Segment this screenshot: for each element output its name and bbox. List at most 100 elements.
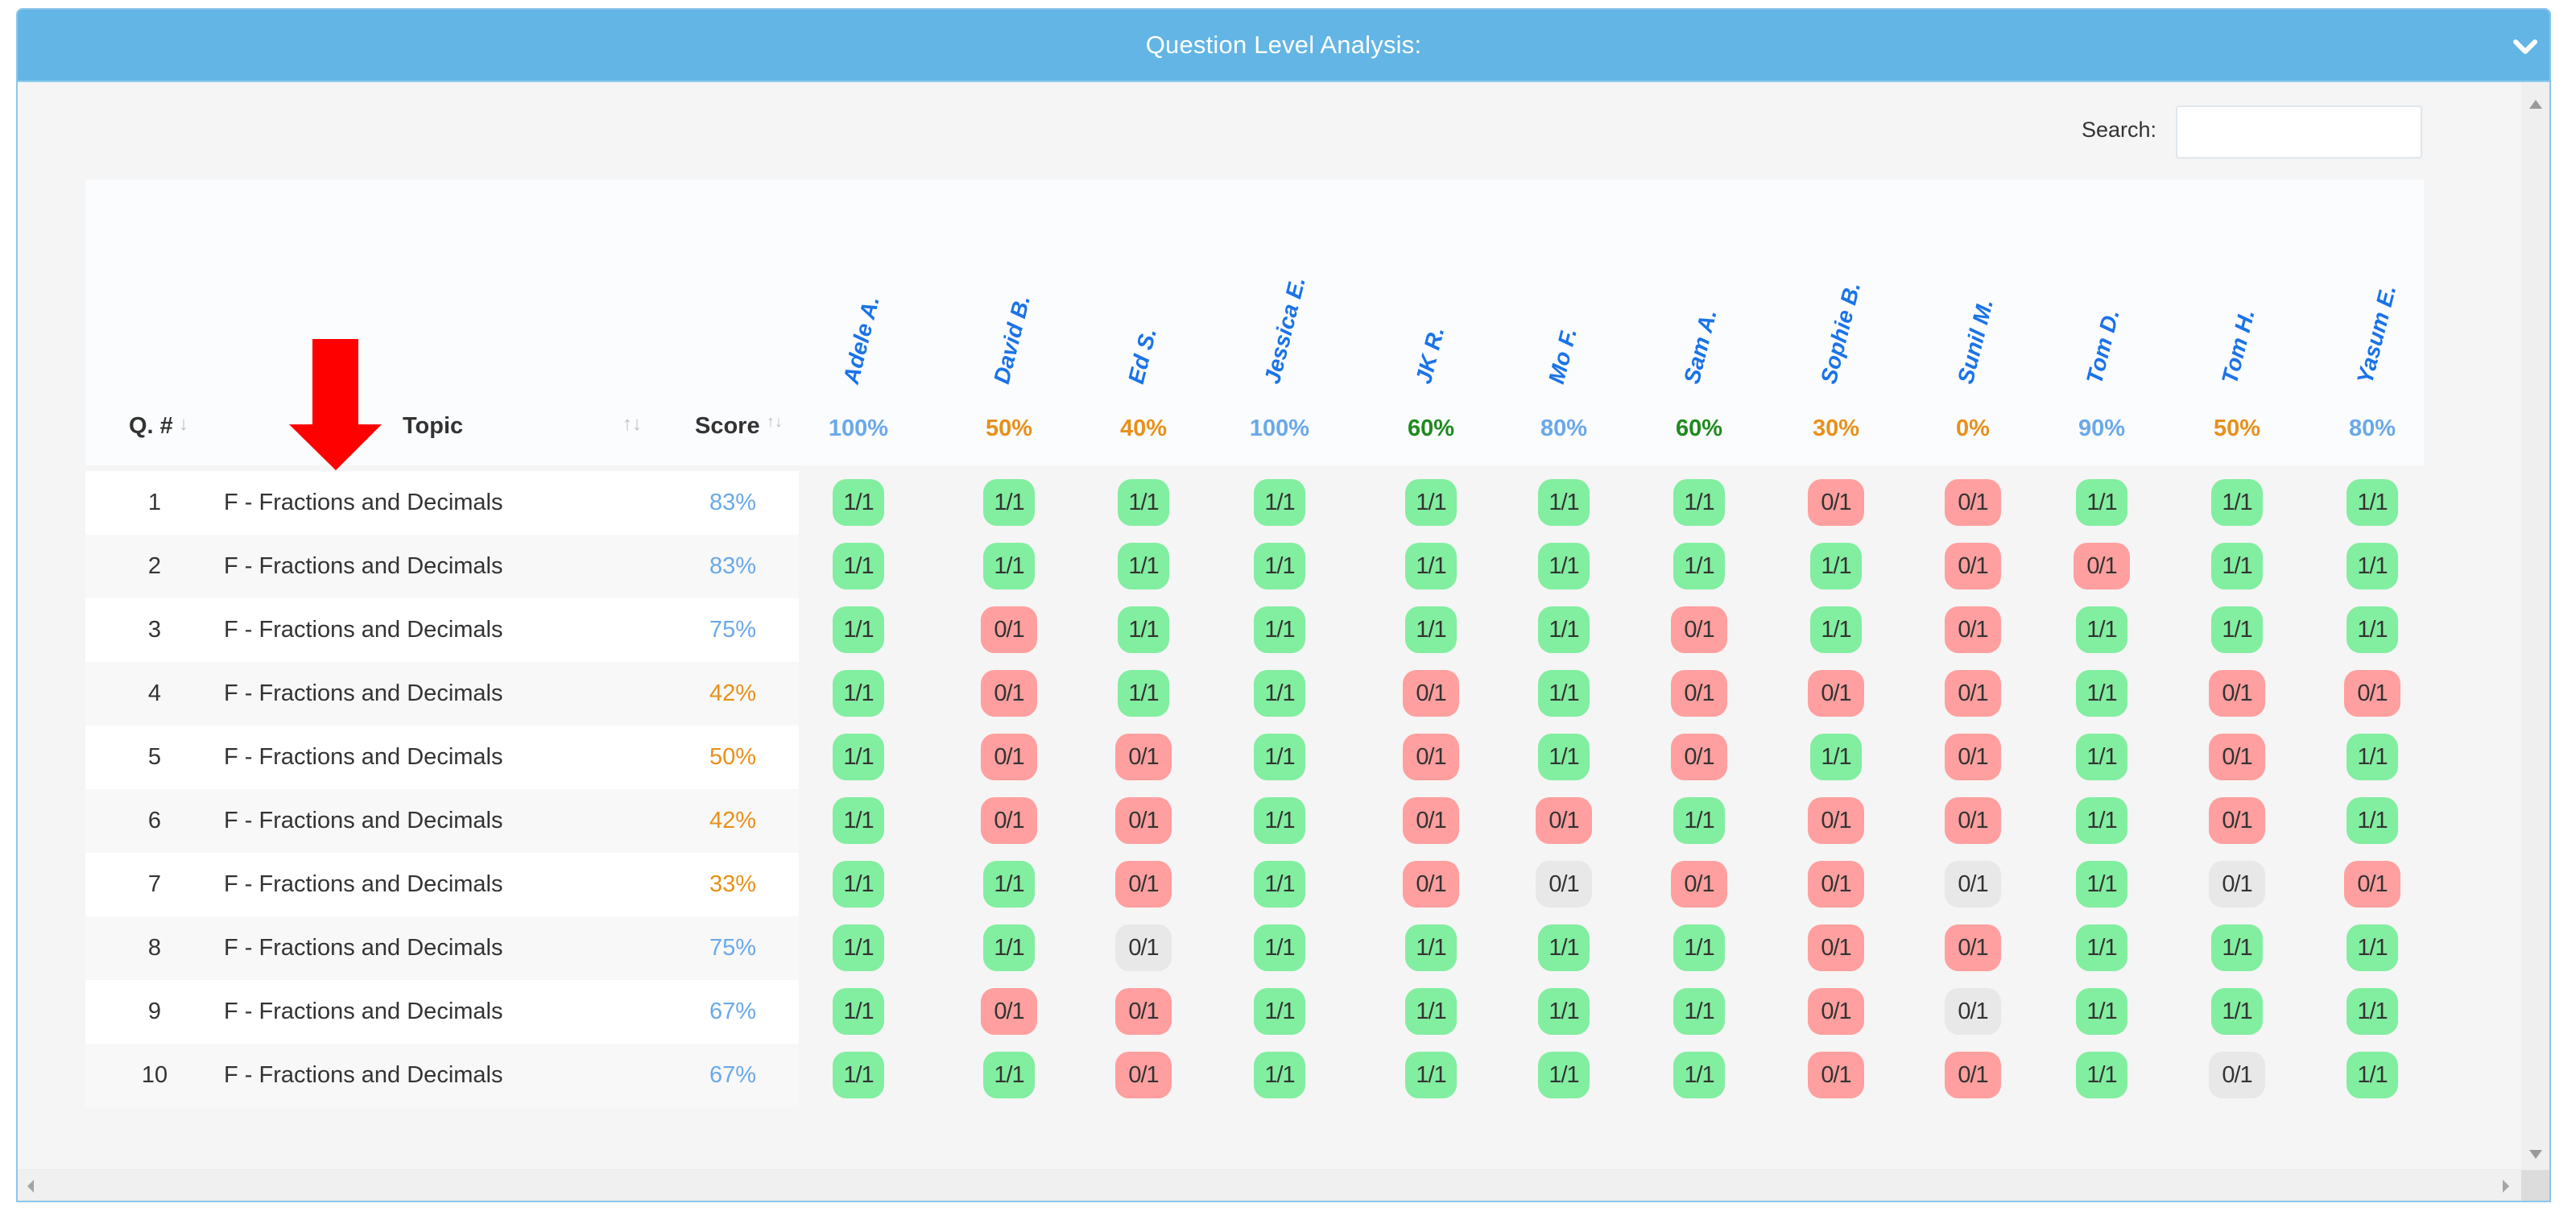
correct-badge: 1/1	[1538, 479, 1590, 526]
student-score: 60%	[1407, 416, 1455, 441]
incorrect-badge: 0/1	[981, 797, 1037, 844]
table-row	[85, 726, 799, 789]
question-number: 8	[147, 935, 162, 961]
correct-badge: 1/1	[1673, 988, 1725, 1035]
correct-badge: 1/1	[983, 924, 1035, 971]
incorrect-badge: 0/1	[1808, 861, 1864, 908]
incorrect-badge: 0/1	[2344, 861, 2400, 908]
chevron-down-icon[interactable]	[2511, 32, 2540, 61]
correct-badge: 1/1	[1405, 1052, 1457, 1098]
correct-badge: 1/1	[1673, 1052, 1725, 1098]
sort-both-icon[interactable]: ↑↓	[767, 413, 783, 431]
incorrect-badge: 0/1	[1808, 797, 1864, 844]
correct-badge: 1/1	[1405, 479, 1457, 526]
correct-badge: 1/1	[1405, 924, 1457, 971]
scroll-left-arrow-icon[interactable]	[27, 1180, 34, 1193]
question-score: 75%	[709, 617, 757, 643]
correct-badge: 1/1	[1538, 1052, 1590, 1098]
correct-badge: 1/1	[2076, 734, 2127, 780]
incorrect-badge: 0/1	[1808, 1052, 1864, 1098]
question-score: 75%	[709, 935, 757, 961]
unanswered-badge: 0/1	[2209, 1052, 2265, 1098]
question-topic: F - Fractions and Decimals	[224, 490, 503, 515]
student-score: 100%	[1249, 416, 1310, 441]
correct-badge: 1/1	[1254, 734, 1305, 780]
question-number: 6	[147, 808, 162, 833]
correct-badge: 1/1	[1254, 606, 1305, 653]
incorrect-badge: 0/1	[1945, 797, 2001, 844]
correct-badge: 1/1	[1538, 734, 1590, 780]
question-number: 2	[147, 553, 162, 579]
scroll-down-arrow-icon[interactable]	[2529, 1150, 2542, 1159]
correct-badge: 1/1	[833, 988, 884, 1035]
incorrect-badge: 0/1	[1671, 606, 1727, 653]
horizontal-scrollbar[interactable]	[18, 1169, 2549, 1201]
correct-badge: 1/1	[833, 606, 884, 653]
table-row	[85, 471, 799, 535]
header-qnum[interactable]: Q. #	[129, 413, 173, 439]
correct-badge: 1/1	[2347, 988, 2398, 1035]
correct-badge: 1/1	[1673, 543, 1725, 589]
correct-badge: 1/1	[1254, 924, 1305, 971]
header-score[interactable]: Score	[695, 413, 760, 439]
scroll-up-arrow-icon[interactable]	[2529, 100, 2542, 109]
correct-badge: 1/1	[1254, 797, 1305, 844]
correct-badge: 1/1	[1538, 606, 1590, 653]
incorrect-badge: 0/1	[1671, 670, 1727, 717]
unanswered-badge: 0/1	[1945, 861, 2001, 908]
question-score: 33%	[709, 871, 757, 897]
correct-badge: 1/1	[2347, 797, 2398, 844]
unanswered-badge: 0/1	[1945, 988, 2001, 1035]
student-score: 80%	[1540, 416, 1588, 441]
student-score: 40%	[1119, 416, 1168, 441]
question-number: 4	[147, 680, 162, 706]
sort-both-icon[interactable]: ↑↓	[622, 413, 642, 435]
question-topic: F - Fractions and Decimals	[224, 1062, 503, 1088]
question-number: 1	[147, 490, 162, 515]
correct-badge: 1/1	[2347, 606, 2398, 653]
correct-badge: 1/1	[983, 1052, 1035, 1098]
student-score: 30%	[1812, 416, 1860, 441]
incorrect-badge: 0/1	[1945, 924, 2001, 971]
correct-badge: 1/1	[1254, 670, 1305, 717]
sort-desc-icon[interactable]: ↓	[179, 413, 188, 435]
correct-badge: 1/1	[2076, 988, 2127, 1035]
incorrect-badge: 0/1	[1808, 670, 1864, 717]
question-score: 42%	[709, 808, 757, 833]
scroll-right-arrow-icon[interactable]	[2503, 1180, 2509, 1193]
table-row	[85, 535, 799, 598]
panel-header[interactable]: Question Level Analysis:	[18, 10, 2549, 82]
panel-title: Question Level Analysis:	[1145, 31, 1422, 59]
question-topic: F - Fractions and Decimals	[224, 935, 503, 961]
correct-badge: 1/1	[2076, 861, 2127, 908]
correct-badge: 1/1	[1673, 924, 1725, 971]
incorrect-badge: 0/1	[1115, 734, 1172, 780]
question-number: 7	[147, 871, 162, 897]
correct-badge: 1/1	[833, 479, 884, 526]
incorrect-badge: 0/1	[981, 734, 1037, 780]
header-topic[interactable]: Topic	[403, 413, 464, 439]
question-score: 83%	[709, 553, 757, 579]
table-row	[85, 980, 799, 1044]
question-topic: F - Fractions and Decimals	[224, 680, 503, 706]
correct-badge: 1/1	[1254, 479, 1305, 526]
student-score: 50%	[985, 416, 1033, 441]
correct-badge: 1/1	[1118, 606, 1169, 653]
question-score: 83%	[709, 490, 757, 515]
search-label: Search:	[2082, 118, 2157, 142]
vertical-scrollbar[interactable]	[2521, 82, 2549, 1170]
question-number: 3	[147, 617, 162, 643]
student-score: 80%	[2348, 416, 2396, 441]
table-row	[85, 853, 799, 916]
correct-badge: 1/1	[1405, 988, 1457, 1035]
question-score: 50%	[709, 744, 757, 770]
search-input[interactable]	[2176, 105, 2422, 159]
incorrect-badge: 0/1	[1945, 1052, 2001, 1098]
correct-badge: 1/1	[2211, 988, 2263, 1035]
incorrect-badge: 0/1	[1808, 924, 1864, 971]
correct-badge: 1/1	[2211, 479, 2263, 526]
question-number: 10	[141, 1062, 168, 1088]
correct-badge: 1/1	[1538, 670, 1590, 717]
correct-badge: 1/1	[2076, 924, 2127, 971]
question-score: 67%	[709, 999, 757, 1024]
